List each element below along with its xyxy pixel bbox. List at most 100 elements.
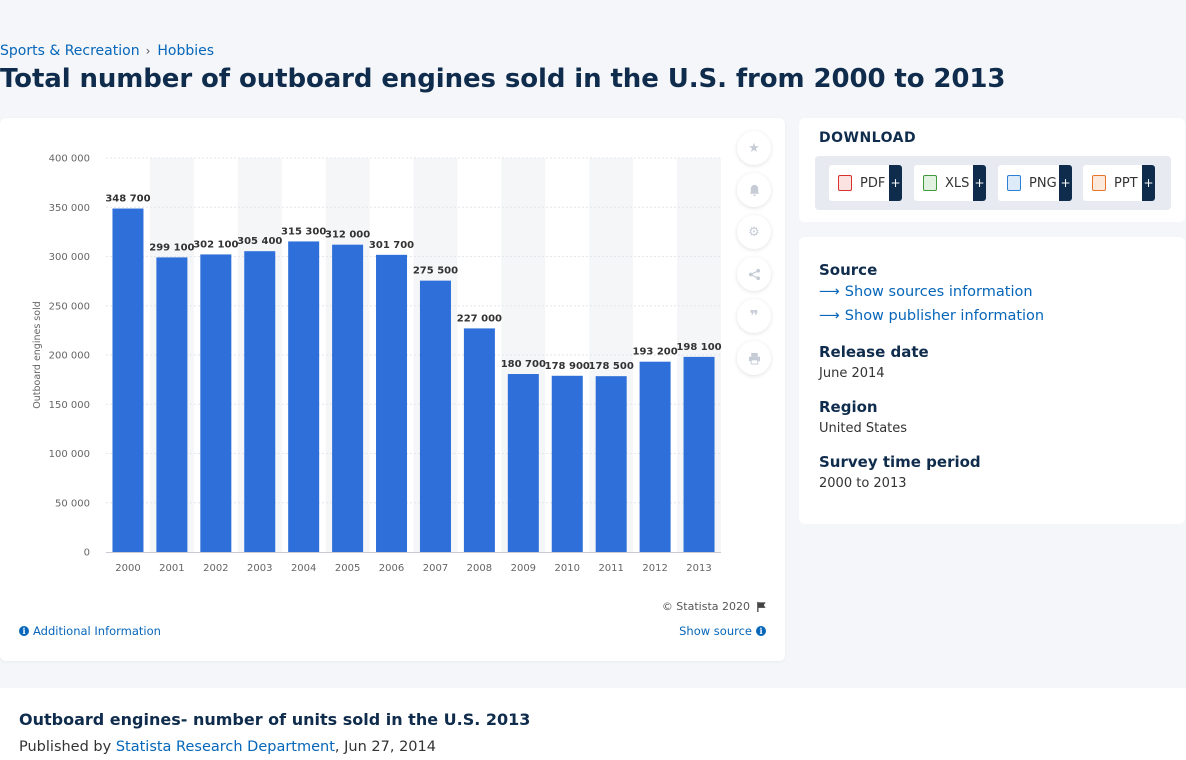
arrow-right-icon: ⟶ [819, 284, 840, 300]
y-tick-label: 150 000 [49, 400, 90, 411]
y-tick-label: 0 [84, 548, 90, 559]
bar [112, 208, 144, 552]
published-by: Published by Statista Research Departmen… [19, 739, 436, 755]
survey-period-value: 2000 to 2013 [819, 476, 907, 491]
data-label: 299 100 [149, 242, 194, 253]
show-source-link[interactable]: Show source i [679, 624, 766, 638]
data-label: 198 100 [676, 342, 721, 353]
bar [200, 254, 232, 552]
bar [156, 257, 188, 552]
download-xls-label: XLS [945, 175, 970, 191]
download-xls-button[interactable]: XLS + [914, 165, 986, 201]
x-tick-label: 2011 [598, 563, 623, 574]
survey-period-heading: Survey time period [819, 453, 981, 471]
chart-tools: ★ ⚙ ❞ [737, 131, 773, 383]
data-label: 178 900 [545, 361, 590, 372]
copyright-text: © Statista 2020 [661, 600, 750, 613]
download-card: DOWNLOAD PDF + XLS + PNG + PPT + [799, 118, 1185, 222]
data-label: 178 500 [589, 361, 634, 372]
data-label: 302 100 [193, 239, 238, 250]
y-tick-label: 400 000 [49, 154, 90, 165]
download-pdf-label: PDF [860, 175, 886, 191]
download-title: DOWNLOAD [819, 130, 917, 146]
copyright: © Statista 2020 [662, 600, 767, 613]
print-button[interactable] [737, 341, 771, 375]
data-label: 315 300 [281, 226, 326, 237]
share-icon [748, 268, 760, 280]
bar [595, 376, 627, 552]
breadcrumb: Sports & Recreation › Hobbies [0, 43, 214, 59]
download-ppt-label: PPT [1114, 175, 1138, 191]
y-tick-label: 100 000 [49, 449, 90, 460]
x-tick-label: 2009 [511, 563, 536, 574]
download-ppt-button[interactable]: PPT + [1083, 165, 1155, 201]
info-icon: i [19, 626, 29, 636]
share-button[interactable] [737, 257, 771, 291]
top-strip [0, 0, 1186, 38]
data-label: 193 200 [632, 347, 677, 358]
x-tick-label: 2013 [686, 563, 711, 574]
info-icon: i [756, 626, 766, 636]
show-publisher-label: Show publisher information [844, 308, 1045, 324]
settings-button[interactable]: ⚙ [737, 215, 771, 249]
download-buttons: PDF + XLS + PNG + PPT + [815, 156, 1171, 210]
chart-card: 0 50 000 100 000 150 000 200 000 250 000 300 0… [0, 118, 785, 661]
star-icon: ★ [748, 140, 760, 156]
download-png-button[interactable]: PNG + [998, 165, 1072, 201]
show-publisher-link[interactable]: ⟶ Show publisher information [819, 308, 1044, 324]
bar-chart: 0 50 000 100 000 150 000 200 000 250 000 300 0… [32, 154, 722, 575]
additional-information-label: Additional Information [33, 624, 161, 638]
y-tick-label: 350 000 [49, 203, 90, 214]
png-file-icon [1007, 175, 1021, 191]
x-tick-label: 2000 [115, 563, 140, 574]
bar [332, 244, 364, 552]
release-date-value: June 2014 [819, 366, 885, 381]
statistic-info-card: Source ⟶ Show sources information ⟶ Show… [799, 237, 1185, 524]
y-tick-label: 300 000 [49, 252, 90, 263]
x-tick-label: 2008 [467, 563, 492, 574]
show-sources-link[interactable]: ⟶ Show sources information [819, 284, 1033, 300]
additional-information-link[interactable]: i Additional Information [19, 624, 161, 638]
breadcrumb-current[interactable]: Hobbies [157, 43, 215, 59]
pdf-file-icon [838, 175, 852, 191]
x-tick-label: 2001 [159, 563, 184, 574]
bar [639, 361, 671, 552]
release-date-heading: Release date [819, 343, 929, 361]
download-pdf-button[interactable]: PDF + [829, 165, 902, 201]
data-label: 227 000 [457, 313, 502, 324]
x-tick-label: 2003 [247, 563, 272, 574]
gear-icon: ⚙ [748, 224, 760, 240]
ppt-file-icon [1092, 175, 1106, 191]
y-tick-label: 50 000 [55, 498, 90, 509]
breadcrumb-parent[interactable]: Sports & Recreation [0, 43, 140, 59]
x-tick-label: 2002 [203, 563, 228, 574]
bar [551, 375, 583, 552]
alert-button[interactable] [737, 173, 771, 207]
flag-icon[interactable] [756, 601, 767, 612]
plus-icon: + [1142, 165, 1155, 201]
plus-icon: + [889, 165, 902, 201]
bar [507, 374, 539, 552]
x-tick-label: 2005 [335, 563, 360, 574]
region-value: United States [819, 421, 908, 436]
print-icon [748, 352, 760, 365]
bar [244, 251, 276, 552]
cite-button[interactable]: ❞ [737, 299, 771, 333]
x-tick-label: 2012 [642, 563, 667, 574]
bar [463, 328, 495, 552]
download-png-label: PNG [1029, 175, 1057, 191]
bar [683, 356, 715, 552]
plus-icon: + [1059, 165, 1072, 201]
y-tick-label: 250 000 [49, 301, 90, 312]
bar [376, 254, 408, 552]
quote-icon: ❞ [749, 307, 759, 325]
x-tick-label: 2006 [379, 563, 404, 574]
published-by-label: Published by [19, 739, 112, 755]
show-sources-label: Show sources information [844, 284, 1033, 300]
x-tick-label: 2010 [555, 563, 580, 574]
publish-date: , Jun 27, 2014 [334, 739, 436, 755]
bar [419, 280, 451, 552]
data-label: 275 500 [413, 266, 458, 277]
publisher-link[interactable]: Statista Research Department [115, 739, 335, 755]
favorite-button[interactable]: ★ [737, 131, 771, 165]
